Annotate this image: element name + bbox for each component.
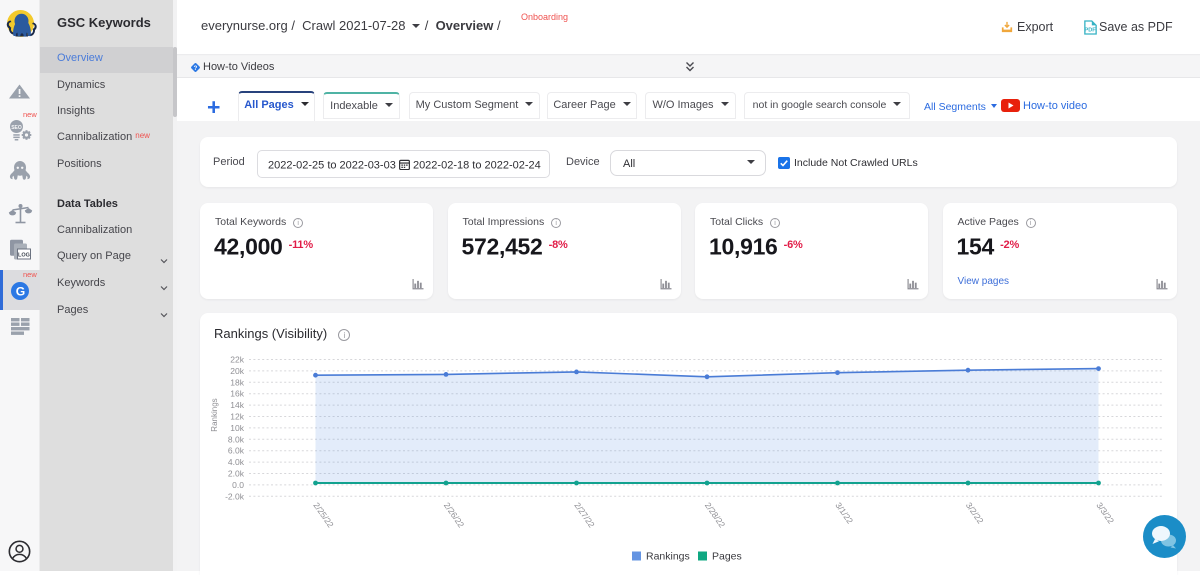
svg-text:SEO: SEO: [11, 125, 22, 131]
svg-text:10k: 10k: [230, 423, 244, 433]
svg-text:Rankings: Rankings: [210, 398, 219, 431]
svg-text:20k: 20k: [230, 366, 244, 376]
svg-text:12k: 12k: [230, 412, 244, 422]
svg-text:4.0k: 4.0k: [228, 457, 245, 467]
svg-text:16k: 16k: [230, 389, 244, 399]
svg-text:G: G: [15, 284, 24, 298]
svg-text:-2.0k: -2.0k: [225, 491, 245, 501]
svg-text:22k: 22k: [230, 355, 244, 365]
svg-text:3/2/22: 3/2/22: [964, 500, 986, 525]
svg-text:Rankings: Rankings: [646, 551, 690, 563]
svg-text:LOG: LOG: [18, 253, 30, 259]
svg-text:PDF: PDF: [1084, 27, 1096, 33]
svg-text:14k: 14k: [230, 400, 244, 410]
svg-text:?: ?: [194, 66, 198, 72]
svg-text:0.0: 0.0: [232, 480, 244, 490]
svg-text:2.0k: 2.0k: [228, 469, 245, 479]
svg-text:8.0k: 8.0k: [228, 434, 245, 444]
svg-text:3/1/22: 3/1/22: [833, 500, 855, 525]
svg-text:2/25/22: 2/25/22: [311, 500, 336, 529]
svg-text:Pages: Pages: [712, 551, 742, 563]
svg-text:2/28/22: 2/28/22: [703, 500, 728, 529]
svg-text:18k: 18k: [230, 377, 244, 387]
svg-text:6.0k: 6.0k: [228, 446, 245, 456]
svg-text:3/3/22: 3/3/22: [1094, 500, 1116, 525]
svg-text:2/27/22: 2/27/22: [572, 500, 597, 529]
svg-text:2/26/22: 2/26/22: [442, 500, 467, 529]
